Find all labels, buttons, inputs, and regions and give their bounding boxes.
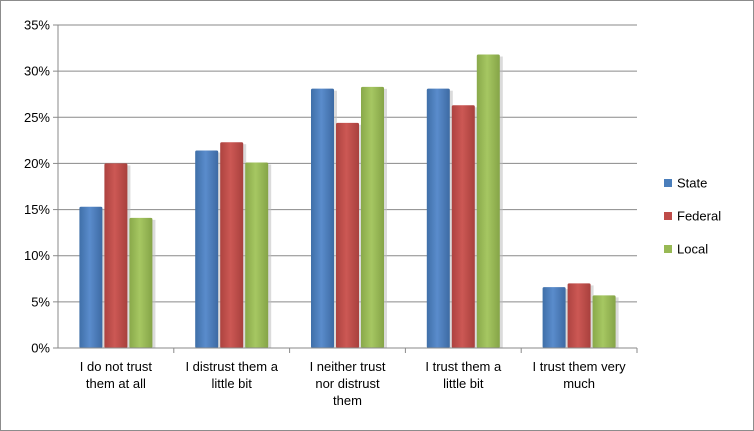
y-tick-label: 35% bbox=[24, 18, 50, 33]
x-category-label: much bbox=[563, 376, 595, 391]
x-category-label: nor distrust bbox=[315, 376, 380, 391]
bar-state bbox=[426, 88, 450, 349]
x-category-label: I do not trust bbox=[80, 359, 153, 374]
legend-label-local: Local bbox=[677, 242, 708, 257]
x-category-label: I trust them very bbox=[532, 359, 626, 374]
bar-federal bbox=[567, 283, 591, 348]
y-tick-label: 25% bbox=[24, 110, 50, 125]
y-tick-label: 5% bbox=[31, 294, 50, 309]
legend-swatch-local bbox=[664, 245, 672, 253]
bar-state bbox=[542, 287, 566, 348]
x-category-label: them at all bbox=[86, 376, 146, 391]
bar-federal bbox=[451, 105, 475, 348]
x-category-label: I distrust them a bbox=[185, 359, 278, 374]
y-tick-label: 10% bbox=[24, 248, 50, 263]
x-category-label: little bit bbox=[443, 376, 484, 391]
bar-federal bbox=[336, 122, 359, 348]
y-tick-label: 30% bbox=[24, 64, 50, 79]
y-tick-label: 0% bbox=[31, 341, 50, 356]
legend-swatch-state bbox=[664, 179, 672, 187]
legend-label-federal: Federal bbox=[677, 209, 721, 224]
axes bbox=[53, 24, 638, 353]
x-category-label: little bit bbox=[211, 376, 252, 391]
y-tick-label: 20% bbox=[24, 156, 50, 171]
bar-local bbox=[129, 217, 153, 348]
bar-local bbox=[245, 162, 269, 348]
bar-local bbox=[592, 295, 616, 348]
bar-local bbox=[361, 86, 384, 349]
bar-federal bbox=[104, 163, 128, 348]
bar-federal bbox=[220, 142, 244, 348]
axis-labels: 0% 5% 10% 15% 20% 25% 30% 35% I do not trust them… bbox=[24, 18, 626, 409]
x-category-label: them bbox=[333, 393, 362, 408]
y-tick-label: 15% bbox=[24, 202, 50, 217]
legend-label-state: State bbox=[677, 176, 707, 191]
x-category-label: I trust them a bbox=[425, 359, 502, 374]
bar-state bbox=[311, 88, 334, 349]
x-category-label: I neither trust bbox=[310, 359, 386, 374]
bars bbox=[79, 54, 616, 349]
bar-state bbox=[195, 150, 219, 348]
legend: State Federal Local bbox=[664, 176, 721, 257]
bar-state bbox=[79, 206, 103, 348]
legend-swatch-federal bbox=[664, 212, 672, 220]
bar-local bbox=[476, 54, 500, 348]
